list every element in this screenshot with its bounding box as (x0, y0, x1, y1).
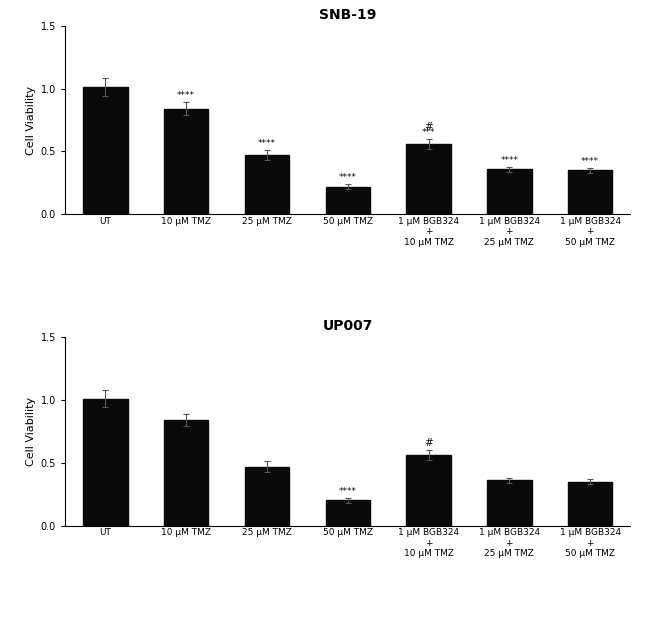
Text: ****: **** (177, 92, 195, 101)
Bar (83, 87, 127, 214)
Bar (326, 501, 370, 526)
Title: UP007: UP007 (322, 319, 373, 333)
Text: ****: **** (581, 157, 599, 166)
Bar (164, 420, 209, 526)
Bar (487, 169, 532, 214)
Text: ****: **** (258, 139, 276, 148)
Text: ****: **** (500, 156, 518, 165)
Bar (568, 481, 612, 526)
Bar (245, 155, 289, 214)
Bar (245, 467, 289, 526)
Text: #: # (424, 122, 433, 132)
Title: SNB-19: SNB-19 (319, 8, 376, 22)
Text: ***: *** (422, 128, 436, 137)
Text: ****: **** (339, 173, 357, 182)
Y-axis label: Cell Viability: Cell Viability (27, 85, 36, 154)
Text: ****: **** (339, 487, 357, 496)
Bar (164, 109, 209, 214)
Bar (406, 144, 450, 214)
Bar (83, 399, 127, 526)
Text: #: # (424, 438, 433, 448)
Bar (406, 455, 450, 526)
Bar (487, 480, 532, 526)
Bar (326, 187, 370, 214)
Y-axis label: Cell Viability: Cell Viability (27, 397, 36, 466)
Bar (568, 171, 612, 214)
